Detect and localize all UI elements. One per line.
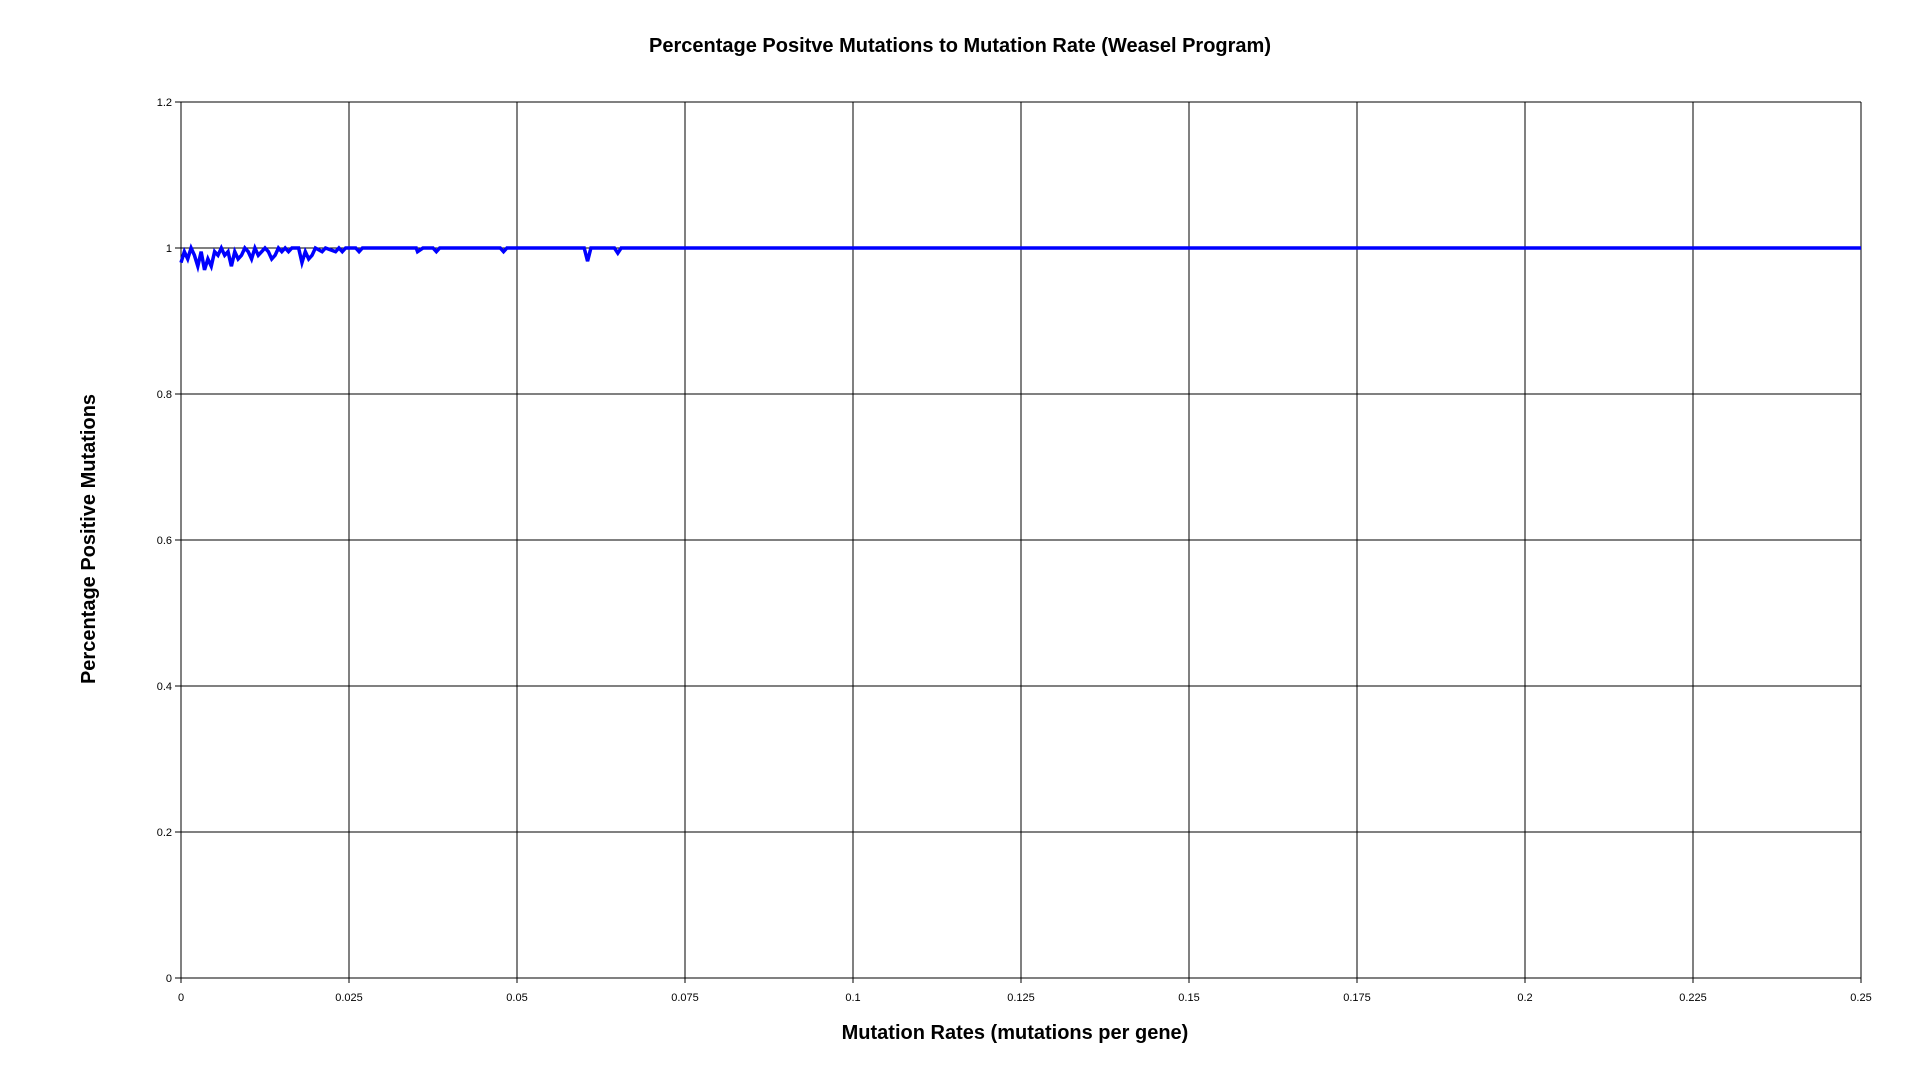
y-tick-label: 1 bbox=[166, 243, 172, 255]
x-tick-label: 0.05 bbox=[506, 992, 527, 1004]
y-tick-label: 0.4 bbox=[157, 681, 172, 693]
x-axis-label: Mutation Rates (mutations per gene) bbox=[842, 1022, 1189, 1044]
x-tick-label: 0.25 bbox=[1850, 992, 1871, 1004]
x-tick-label: 0.125 bbox=[1007, 992, 1035, 1004]
y-tick-label: 0.2 bbox=[157, 827, 172, 839]
y-tick-label: 0.6 bbox=[157, 535, 172, 547]
x-tick-label: 0.075 bbox=[671, 992, 699, 1004]
x-tick-labels: 0 0.025 0.05 0.075 0.1 0.125 0.15 0.175 0.2 0.225… bbox=[178, 992, 1872, 1004]
data-series bbox=[179, 243, 1861, 274]
x-tick-label: 0 bbox=[178, 992, 184, 1004]
x-tick-label: 0.225 bbox=[1679, 992, 1707, 1004]
x-tick-label: 0.15 bbox=[1178, 992, 1199, 1004]
y-tick-labels: 0 0.2 0.4 0.6 0.8 1 1.2 bbox=[157, 97, 172, 985]
series-line bbox=[179, 243, 1861, 274]
x-tick-label: 0.2 bbox=[1517, 992, 1532, 1004]
y-axis-label: Percentage Positive Mutations bbox=[78, 394, 100, 684]
x-tick-label: 0.025 bbox=[335, 992, 363, 1004]
y-tick-label: 0.8 bbox=[157, 389, 172, 401]
axes bbox=[175, 101, 1862, 983]
x-tick-label: 0.1 bbox=[845, 992, 860, 1004]
x-tick-label: 0.175 bbox=[1343, 992, 1371, 1004]
grid-lines bbox=[180, 101, 1862, 979]
chart-title: Percentage Positve Mutations to Mutation… bbox=[649, 35, 1271, 57]
y-tick-label: 0 bbox=[166, 973, 172, 985]
y-tick-label: 1.2 bbox=[157, 97, 172, 109]
